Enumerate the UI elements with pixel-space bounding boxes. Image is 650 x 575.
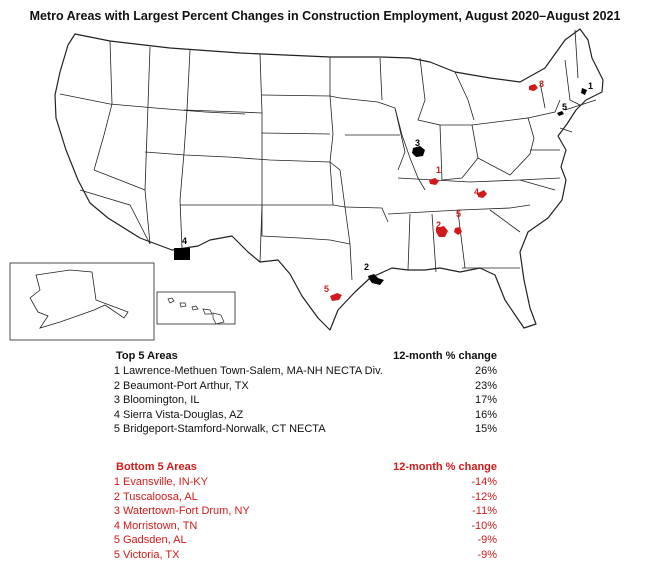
- area-name: Gadsden, AL: [123, 534, 187, 546]
- top-metro-label: 5: [562, 102, 567, 112]
- top-area-row: 1 Lawrence-Methuen Town-Salem, MA-NH NECT…: [110, 365, 505, 380]
- top-metro-marker: [174, 248, 190, 260]
- area-change: -12%: [471, 490, 497, 503]
- area-change: -11%: [472, 505, 497, 517]
- bottom-metro-marker: [529, 84, 538, 91]
- bottom-areas-header-area: Bottom 5 Areas: [116, 461, 197, 473]
- bottom-areas-header: Bottom 5 Areas 12-month % change: [110, 461, 505, 476]
- area-rank: 5: [113, 534, 120, 546]
- area-name: Tuscaloosa, AL: [123, 490, 198, 503]
- hawaii-islands: [167, 297, 225, 325]
- area-change: 23%: [474, 379, 497, 392]
- area-rank: 5: [113, 423, 120, 435]
- area-rank: 1: [113, 365, 120, 377]
- area-change: 26%: [474, 365, 497, 377]
- bottom-metro-label: 3: [539, 79, 544, 89]
- area-change: -9%: [477, 534, 497, 546]
- area-rank: 4: [113, 519, 120, 532]
- bottom-metro-label: 4: [474, 187, 479, 197]
- area-rank: 1: [113, 476, 120, 488]
- bottom-metro-label: 2: [436, 220, 441, 230]
- top-metro-marker: [557, 111, 564, 116]
- area-rank: 2: [113, 490, 120, 503]
- bottom-area-row: 4 Morristown, TN -10%: [110, 520, 505, 535]
- bottom-metro-marker: [478, 190, 487, 198]
- area-name: Sierra Vista-Douglas, AZ: [123, 408, 244, 421]
- area-change: -10%: [471, 519, 497, 532]
- top-area-row: 2 Beaumont-Port Arthur, TX 23%: [110, 380, 505, 395]
- top-areas-header: Top 5 Areas 12-month % change: [110, 350, 505, 365]
- bottom-area-row: 1 Evansville, IN-KY -14%: [110, 476, 505, 491]
- bottom-metro-marker: [436, 226, 448, 237]
- top-area-row: 3 Bloomington, IL 17%: [110, 394, 505, 409]
- top-areas-table: Top 5 Areas 12-month % change 1 Lawrence-…: [110, 350, 505, 438]
- area-rank: 3: [113, 394, 120, 406]
- top-metro-label: 3: [415, 138, 420, 148]
- bottom-areas-table: Bottom 5 Areas 12-month % change 1 Evansv…: [110, 461, 505, 563]
- area-name: Evansville, IN-KY: [123, 476, 208, 488]
- top-area-row: 4 Sierra Vista-Douglas, AZ 16%: [110, 409, 505, 424]
- bottom-area-row: 5 Gadsden, AL -9%: [110, 534, 505, 549]
- area-name: Beaumont-Port Arthur, TX: [123, 379, 249, 392]
- area-name: Morristown, TN: [123, 519, 198, 532]
- area-name: Victoria, TX: [123, 548, 180, 561]
- area-rank: 2: [113, 379, 120, 392]
- bottom-area-row: 3 Watertown-Fort Drum, NY -11%: [110, 505, 505, 520]
- area-change: 17%: [474, 394, 497, 406]
- area-name: Bloomington, IL: [123, 394, 200, 406]
- top-metro-label: 1: [588, 81, 593, 91]
- bottom-metro-label: 5: [456, 209, 461, 219]
- chart-title: Metro Areas with Largest Percent Changes…: [29, 9, 621, 23]
- contiguous-us-outline: [54, 28, 604, 331]
- area-rank: 3: [113, 505, 120, 517]
- area-rank: 4: [113, 408, 120, 421]
- top-areas-header-change: 12-month % change: [393, 350, 497, 362]
- bottom-area-row: 2 Tuscaloosa, AL -12%: [110, 491, 505, 506]
- area-change: -14%: [471, 476, 497, 488]
- bottom-area-row: 5 Victoria, TX -9%: [110, 549, 505, 564]
- area-change: -9%: [477, 548, 497, 561]
- area-name: Bridgeport-Stamford-Norwalk, CT NECTA: [123, 423, 326, 435]
- top-metro-marker: [581, 88, 587, 95]
- area-name: Watertown-Fort Drum, NY: [123, 505, 250, 517]
- top-metro-marker: [412, 146, 425, 157]
- top-metro-marker: [368, 274, 384, 285]
- bottom-metro-marker: [454, 227, 462, 235]
- bottom-metro-label: 5: [324, 284, 329, 294]
- area-rank: 5: [113, 548, 120, 561]
- state-borders: [59, 29, 597, 281]
- top-metro-label: 4: [182, 236, 187, 246]
- bottom-metro-label: 1: [436, 165, 441, 175]
- alaska-shape: [29, 269, 129, 329]
- area-change: 15%: [474, 423, 497, 435]
- bottom-areas-header-change: 12-month % change: [393, 461, 497, 473]
- top-areas-header-area: Top 5 Areas: [116, 350, 178, 362]
- area-change: 16%: [474, 408, 497, 421]
- area-name: Lawrence-Methuen Town-Salem, MA-NH NECTA…: [123, 365, 383, 377]
- top-metro-label: 2: [364, 262, 369, 272]
- top-area-row: 5 Bridgeport-Stamford-Norwalk, CT NECTA 15…: [110, 423, 505, 438]
- bottom-metro-marker: [429, 178, 439, 185]
- bottom-metro-marker: [330, 293, 342, 301]
- us-map: 1 2 3 4 5 1 2 3 4 5 5: [9, 28, 604, 341]
